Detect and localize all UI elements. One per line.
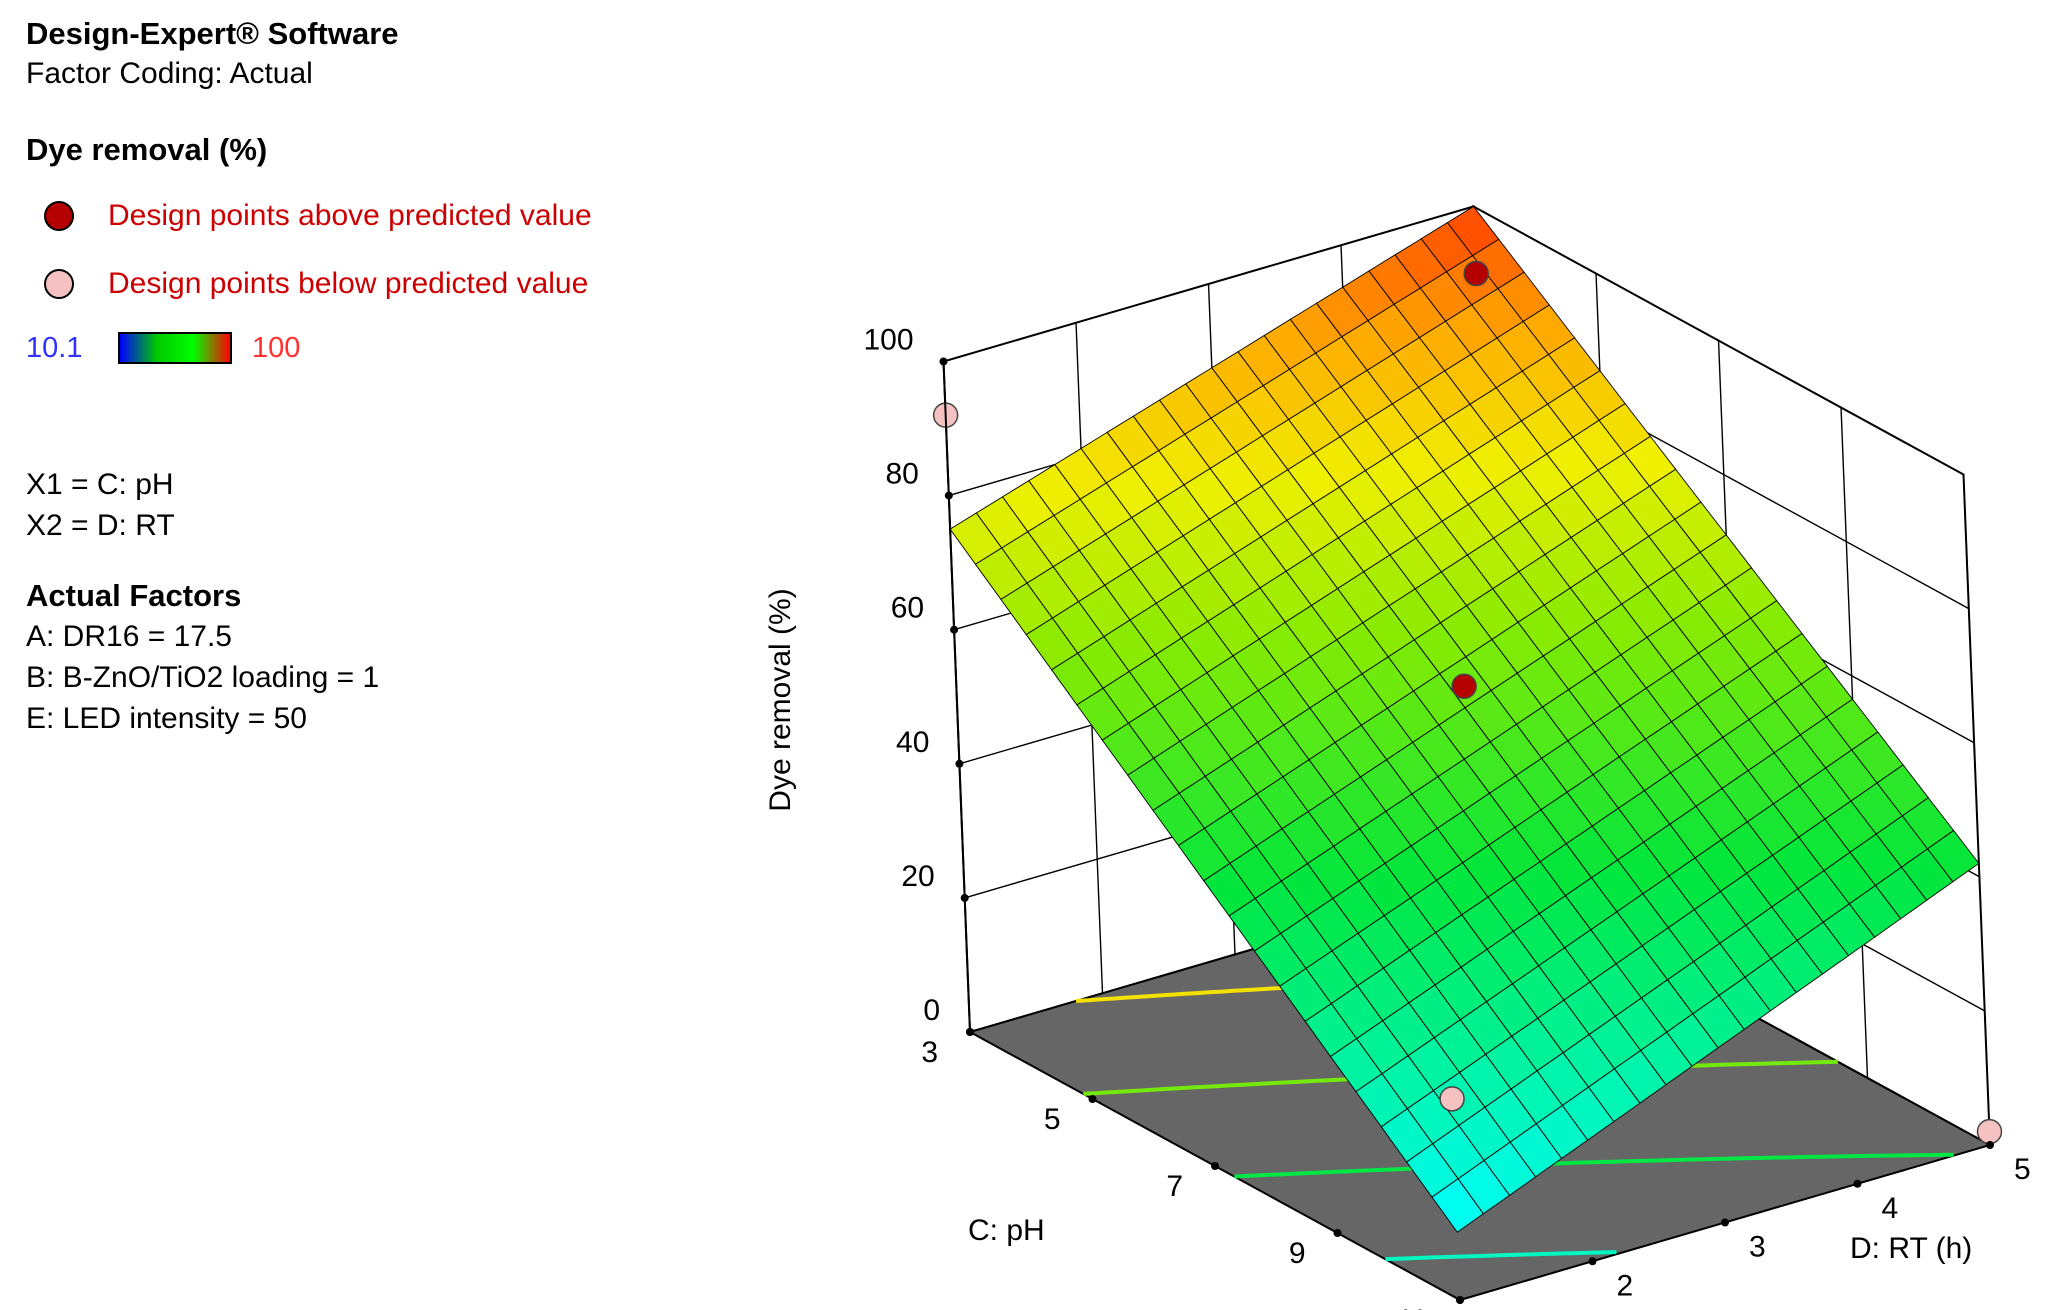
above-point-icon [44,201,74,231]
x-axis-title: C: pH [968,1214,1045,1247]
color-scale: 10.1 100 [26,328,726,368]
x-tick-mark [966,1028,974,1036]
axis-mapping-x2: X2 = D: RT [26,509,175,542]
y-tick-label: 1 [1484,1308,1501,1310]
response-title: Dye removal (%) [26,132,268,167]
legend-above: Design points above predicted value [26,194,726,238]
contour-40 [1234,1152,1954,1179]
above-point-label: Design points above predicted value [108,199,592,232]
actual-factor-b: B: B-ZnO/TiO2 loading = 1 [26,661,380,694]
z-tick-label: 60 [891,592,924,625]
surface-cell [1431,1178,1485,1233]
z-tick-label: 20 [901,860,934,893]
z-axis-title: Dye removal (%) [764,588,797,811]
axis-mapping: X1 = C: pH X2 = D: RT [26,464,726,546]
x-tick-label: 7 [1166,1170,1183,1203]
z-tick-label: 100 [863,324,913,357]
z-tick-mark [960,893,969,902]
software-title: Design-Expert® Software [26,16,399,51]
z-tick-mark [950,625,959,634]
actual-factor-e: E: LED intensity = 50 [26,702,307,735]
scale-min: 10.1 [26,331,83,364]
factor-coding: Factor Coding: Actual [26,57,313,90]
x-tick-label: 11 [1397,1304,1428,1310]
y-tick-label: 3 [1749,1231,1766,1264]
below-point-label: Design points below predicted value [108,267,589,300]
legend-below: Design points below predicted value [26,262,726,306]
contour-20 [1385,1250,1617,1262]
x-tick-mark [1333,1229,1342,1237]
y-tick-mark [1986,1141,1994,1149]
y-axis-title: D: RT (h) [1850,1232,1972,1265]
actual-factors-title: Actual Factors [26,578,242,613]
x-tick-mark [1211,1162,1219,1170]
z-tick-label: 80 [885,458,918,491]
y-tick-mark [1588,1257,1597,1266]
axis-mapping-x1: X1 = C: pH [26,468,174,501]
actual-factor-a: A: DR16 = 17.5 [26,620,232,653]
wall-grid-x-11 [1962,474,1991,1146]
scale-gradient-bar [118,332,232,364]
y-tick-label: 5 [2014,1153,2031,1186]
x-tick-label: 5 [1044,1103,1061,1136]
scale-max: 100 [252,331,301,364]
y-tick-mark [1853,1179,1862,1188]
design-point-below [1439,1086,1465,1112]
z-tick-label: 40 [896,726,929,759]
z-tick-mark [944,491,953,500]
design-point-above [1463,260,1489,287]
z-axis-line [942,361,971,1033]
x-tick-label: 3 [921,1036,938,1069]
z-tick-label: 0 [923,994,940,1027]
z-tick-mark [939,357,948,366]
below-point-icon [44,269,74,299]
design-point-below [1976,1118,2003,1145]
legend-panel: Design-Expert® Software Factor Coding: A… [26,14,726,739]
design-point-above [1451,673,1477,699]
y-tick-mark [1721,1218,1729,1227]
x-tick-mark [1088,1095,1097,1103]
x-tick-label: 9 [1289,1237,1306,1270]
y-tick-label: 2 [1617,1269,1634,1302]
y-tick-mark [1456,1296,1464,1304]
z-tick-mark [955,759,964,768]
y-tick-label: 4 [1882,1192,1899,1225]
